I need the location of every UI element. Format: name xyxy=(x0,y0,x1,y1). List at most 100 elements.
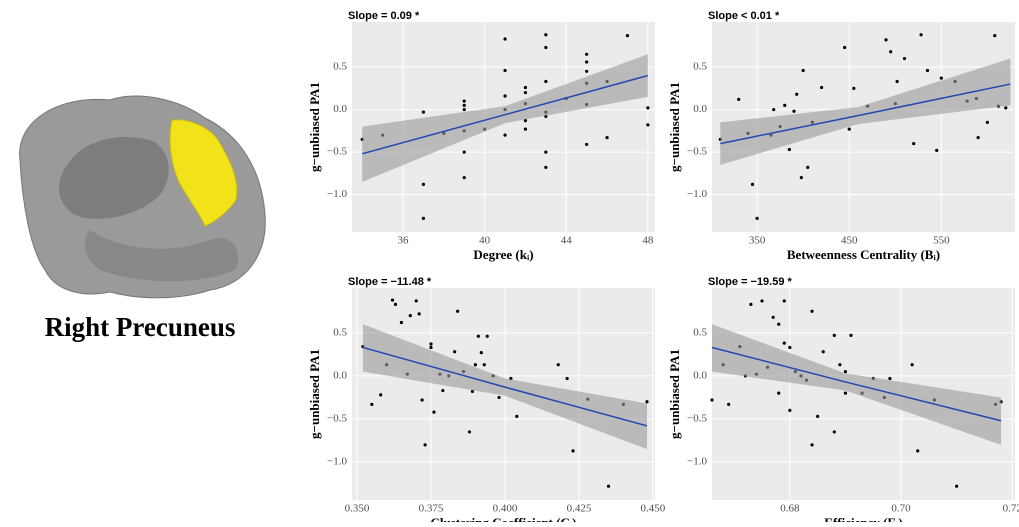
data-point xyxy=(646,106,650,110)
x-tick-label: 350 xyxy=(749,235,766,247)
y-axis-title: g−unbiased PA1 xyxy=(307,349,322,439)
data-point xyxy=(585,60,589,64)
data-point xyxy=(912,141,916,146)
data-point xyxy=(806,165,810,169)
y-tick-label: 0.0 xyxy=(333,369,347,381)
data-point xyxy=(509,376,513,381)
x-tick-label: 40 xyxy=(479,235,491,247)
y-tick-label: 0.0 xyxy=(693,369,707,381)
data-point xyxy=(792,109,796,113)
data-point xyxy=(710,398,714,402)
fit-line xyxy=(711,346,1002,422)
chart-title: Slope = −19.59 * xyxy=(708,276,792,288)
data-point xyxy=(832,333,836,337)
data-point xyxy=(976,136,980,140)
brain-lower xyxy=(84,230,239,282)
data-point xyxy=(476,334,480,338)
data-point xyxy=(889,50,893,54)
data-point xyxy=(462,107,466,112)
data-point xyxy=(503,68,507,73)
data-point xyxy=(801,68,805,73)
data-point xyxy=(884,38,888,42)
x-tick-label: 0.450 xyxy=(641,503,666,515)
data-point xyxy=(429,345,433,350)
data-point xyxy=(788,345,792,350)
data-point xyxy=(565,376,569,381)
data-point xyxy=(417,312,421,316)
data-point xyxy=(414,299,418,303)
data-point xyxy=(523,85,528,90)
x-tick-label: 0.425 xyxy=(567,503,592,515)
data-point xyxy=(399,320,404,325)
y-tick-label: 0.5 xyxy=(693,61,707,73)
data-point xyxy=(795,92,799,96)
y-tick-label: −0.5 xyxy=(687,413,707,425)
data-point xyxy=(482,363,486,367)
data-point xyxy=(645,400,649,404)
data-point xyxy=(919,33,923,37)
data-point xyxy=(727,402,731,406)
data-point xyxy=(423,443,427,447)
data-point xyxy=(453,350,457,354)
data-point xyxy=(473,363,477,367)
data-point xyxy=(585,52,589,56)
data-point xyxy=(788,408,792,412)
data-point xyxy=(544,150,548,154)
fit-line xyxy=(720,83,1011,145)
confidence-band xyxy=(720,58,1011,165)
x-tick-label: 550 xyxy=(933,235,950,247)
chart-title: Slope = 0.09 * xyxy=(348,10,420,22)
data-point xyxy=(939,76,943,80)
x-tick-label: 0.400 xyxy=(493,503,518,515)
data-point xyxy=(782,341,786,345)
data-point xyxy=(1004,106,1008,110)
data-point xyxy=(571,449,575,453)
y-tick-label: −0.5 xyxy=(687,146,707,158)
data-point xyxy=(760,299,764,303)
data-point xyxy=(849,333,853,337)
data-point xyxy=(843,369,848,374)
x-tick-label: 0.68 xyxy=(780,503,800,515)
data-point xyxy=(902,56,907,61)
data-point xyxy=(462,103,466,107)
data-point xyxy=(370,402,374,406)
data-point xyxy=(544,45,548,50)
data-point xyxy=(916,449,920,453)
data-point xyxy=(895,79,899,84)
data-point xyxy=(441,388,445,393)
data-point xyxy=(993,34,997,38)
brain-medial xyxy=(59,136,169,219)
data-point xyxy=(625,34,630,38)
data-point xyxy=(810,443,814,447)
data-point xyxy=(544,165,548,169)
x-axis-title: Degree (kᵢ) xyxy=(473,247,533,262)
data-point xyxy=(421,216,426,220)
data-point xyxy=(470,389,475,394)
data-point xyxy=(503,94,507,98)
data-point xyxy=(783,103,787,107)
data-point xyxy=(479,351,483,355)
data-point xyxy=(838,363,842,367)
data-point xyxy=(544,33,548,37)
data-point xyxy=(390,298,395,302)
data-point xyxy=(810,309,814,313)
data-point xyxy=(462,99,466,103)
x-tick-label: 0.375 xyxy=(419,503,444,515)
data-point xyxy=(503,133,507,137)
fit-line xyxy=(362,74,649,155)
y-tick-label: −0.5 xyxy=(327,413,347,425)
x-tick-label: 0.350 xyxy=(345,503,370,515)
data-point xyxy=(462,150,466,154)
data-point xyxy=(523,119,528,123)
data-point xyxy=(787,147,791,152)
data-point xyxy=(432,410,436,414)
y-tick-label: −1.0 xyxy=(327,456,347,468)
brain-illustration xyxy=(19,95,266,299)
figure-label: Right Precuneus xyxy=(45,312,236,342)
data-point xyxy=(819,85,824,90)
data-point xyxy=(503,37,507,41)
data-point xyxy=(646,123,650,127)
x-tick-label: 44 xyxy=(561,235,573,247)
data-point xyxy=(749,302,753,306)
data-point xyxy=(585,69,589,73)
